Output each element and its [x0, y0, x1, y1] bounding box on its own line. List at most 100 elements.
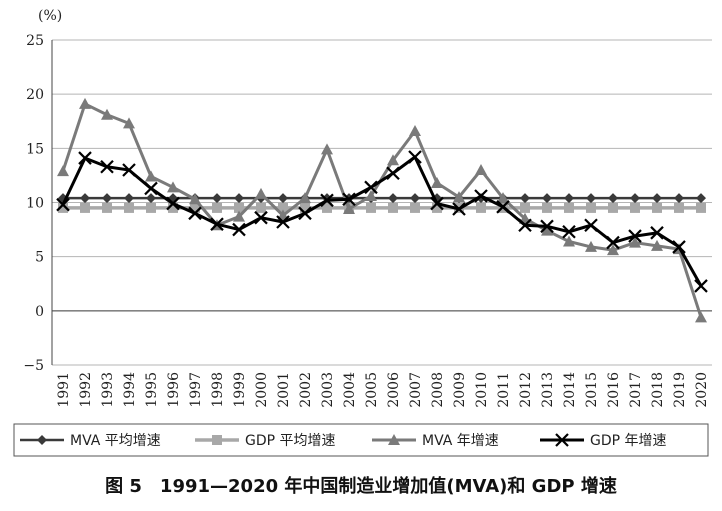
data-point-mva-annual [541, 224, 553, 236]
data-point-gdp-annual [694, 279, 708, 293]
x-axis-ticks: 1991 1992 1993 1994 1995 1996 1997 1998 1999 2000… [56, 372, 710, 408]
data-point-gdp-average [300, 202, 310, 213]
y-tick-label: −5 [23, 358, 44, 374]
series-gdp-annual [56, 150, 708, 293]
data-point-mva-annual [431, 177, 443, 188]
data-point-mva-annual [409, 125, 421, 136]
x-tick-label: 2011 [496, 372, 512, 408]
data-point-gdp-average [80, 202, 90, 213]
x-tick-label: 2007 [408, 372, 424, 408]
data-point-gdp-annual [166, 196, 180, 211]
x-tick-label: 1994 [122, 372, 138, 408]
data-point-mva-average [102, 193, 112, 204]
data-point-mva-annual [629, 236, 641, 248]
legend-marker [212, 435, 222, 445]
legend-marker [37, 435, 47, 445]
x-tick-label: 1992 [78, 372, 94, 408]
x-marker-stroke [555, 433, 569, 447]
data-point-mva-annual [475, 164, 487, 175]
data-point-gdp-average [652, 202, 662, 213]
y-tick-label: 5 [35, 250, 44, 266]
data-point-mva-annual [189, 193, 201, 205]
data-point-gdp-annual [386, 166, 400, 181]
data-point-gdp-annual [56, 197, 70, 212]
x-marker-stroke [562, 224, 576, 239]
data-point-gdp-average [564, 202, 574, 213]
data-point-mva-average [542, 193, 552, 204]
x-marker-stroke [694, 279, 708, 293]
legend-item-gdp-average: GDP 平均增速 [195, 433, 336, 449]
legend-marker [555, 433, 569, 447]
data-point-gdp-annual [144, 181, 158, 196]
data-point-gdp-annual [650, 226, 664, 240]
x-tick-label: 1991 [56, 372, 72, 408]
data-point-gdp-average [696, 202, 706, 213]
x-marker-stroke [122, 163, 136, 177]
x-tick-label: 2010 [474, 372, 490, 408]
x-tick-label: 2019 [672, 372, 688, 408]
data-point-gdp-annual [518, 218, 532, 233]
x-marker-stroke [232, 222, 246, 237]
data-point-mva-annual [255, 187, 267, 199]
data-point-gdp-annual [188, 206, 202, 221]
data-point-gdp-annual [474, 189, 488, 203]
data-point-gdp-annual [540, 219, 554, 234]
x-marker-stroke [320, 193, 334, 208]
x-tick-label: 2006 [386, 372, 402, 408]
data-point-gdp-average [212, 202, 222, 213]
x-tick-label: 2018 [650, 372, 666, 408]
x-marker-stroke [540, 219, 554, 234]
data-point-gdp-average [366, 202, 376, 213]
data-point-mva-annual [123, 117, 135, 129]
data-point-gdp-annual [452, 202, 466, 216]
plot-frame [51, 40, 712, 365]
x-tick-label: 2000 [254, 372, 270, 408]
data-point-mva-annual [299, 192, 311, 204]
x-tick-label: 2001 [276, 372, 292, 408]
x-marker-stroke [78, 151, 92, 165]
data-point-gdp-annual [276, 215, 290, 229]
data-point-mva-annual [167, 181, 179, 193]
data-point-mva-annual [57, 165, 69, 177]
data-point-mva-annual [563, 235, 575, 247]
x-tick-label: 2020 [694, 372, 710, 408]
data-point-mva-average [652, 193, 662, 204]
x-tick-label: 2014 [562, 372, 578, 408]
x-marker-stroke [56, 197, 70, 212]
data-point-gdp-annual [78, 151, 92, 165]
x-tick-label: 2016 [606, 372, 622, 408]
data-point-gdp-annual [430, 196, 444, 211]
data-point-mva-annual [651, 239, 663, 251]
x-tick-label: 2009 [452, 372, 468, 408]
x-marker-stroke [144, 181, 158, 196]
legend-item-gdp-annual: GDP 年增速 [540, 433, 667, 449]
data-point-gdp-annual [672, 240, 686, 254]
series-mva-annual [57, 97, 707, 323]
data-point-gdp-average [102, 202, 112, 213]
x-marker-stroke [210, 217, 224, 231]
data-point-mva-average [520, 193, 530, 204]
data-point-mva-average [234, 193, 244, 204]
data-point-mva-annual [607, 244, 619, 256]
series-line-mva-annual [61, 102, 703, 318]
data-point-mva-average [410, 193, 420, 204]
legend: MVA 平均增速 GDP 平均增速 MVA 年增速 GDP 年增速 [13, 423, 709, 457]
data-point-gdp-average [256, 202, 266, 213]
data-point-mva-annual [321, 143, 333, 155]
data-point-gdp-average [146, 202, 156, 213]
data-point-mva-annual [101, 108, 113, 120]
data-point-gdp-average [388, 202, 398, 213]
data-point-gdp-annual [606, 235, 620, 250]
x-tick-label: 2013 [540, 372, 556, 408]
data-point-mva-average [608, 193, 618, 204]
x-tick-label: 2004 [342, 372, 358, 408]
data-point-gdp-annual [364, 180, 378, 195]
x-marker-stroke [584, 218, 598, 233]
x-marker-stroke [628, 229, 642, 243]
x-tick-label: 1995 [144, 372, 160, 408]
y-tick-label: 15 [26, 141, 44, 157]
data-point-gdp-average [520, 202, 530, 213]
x-marker-stroke [518, 218, 532, 233]
data-point-gdp-average [586, 202, 596, 213]
data-point-mva-annual [497, 192, 509, 204]
